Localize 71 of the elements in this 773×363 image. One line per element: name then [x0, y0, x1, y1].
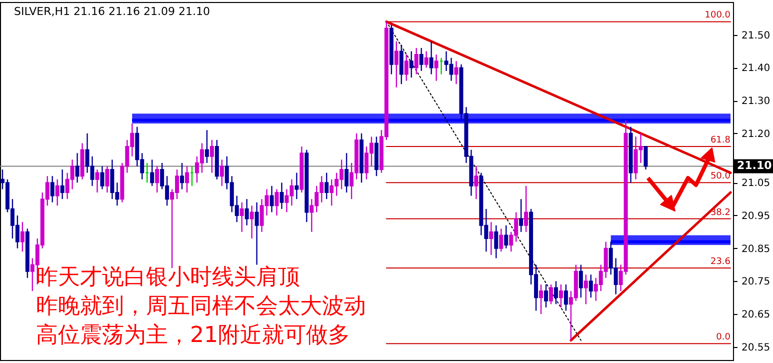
- series-label: 0.0: [716, 332, 731, 343]
- y-tick-label: 21.50: [742, 30, 770, 42]
- y-tick-label: 21.30: [742, 96, 770, 108]
- candlestick: [539, 284, 544, 315]
- candlestick: [434, 54, 438, 82]
- candlestick: [588, 274, 593, 298]
- candlestick: [519, 198, 524, 233]
- candlestick: [244, 198, 249, 226]
- y-tick-label: 21.40: [742, 63, 770, 74]
- candlestick: [254, 202, 259, 266]
- candlestick: [75, 152, 80, 184]
- candlestick: [60, 168, 64, 200]
- candlestick: [419, 47, 424, 72]
- y-tick-label: 20.65: [742, 310, 770, 321]
- series-label: 50.0: [710, 172, 731, 182]
- series-label: 23.6: [710, 257, 731, 268]
- candlestick: [544, 284, 548, 308]
- y-tick-label: 20.55: [742, 342, 770, 354]
- series-label: 61.8: [710, 136, 731, 146]
- candlestick: [105, 166, 110, 194]
- candlestick: [584, 274, 588, 305]
- y-tick-label: 21.20: [742, 128, 770, 140]
- candlestick: [210, 139, 214, 174]
- candlestick: [548, 284, 553, 305]
- series-label: 100.0: [704, 10, 731, 21]
- candlestick: [429, 40, 434, 75]
- candlestick: [404, 54, 408, 82]
- y-tick-label: 20.95: [742, 210, 770, 222]
- candlestick: [280, 182, 284, 210]
- candlestick: [494, 224, 498, 259]
- candlestick: [100, 166, 104, 190]
- ref-line-label: 21.10: [737, 159, 772, 172]
- candlestick: [155, 166, 160, 194]
- candlestick: [424, 50, 428, 68]
- candlestick: [294, 172, 299, 200]
- y-tick-label: 20.75: [742, 276, 770, 288]
- candlestick: [55, 178, 60, 206]
- y-tick-label: 21.05: [742, 178, 770, 190]
- candlestick: [578, 264, 583, 298]
- candlestick: [204, 129, 209, 164]
- candlestick: [240, 202, 244, 233]
- y-tick-label: 20.85: [742, 244, 770, 255]
- candlestick: [324, 172, 329, 200]
- candlestick: [394, 40, 398, 88]
- chart-title: SILVER,H1 21.16 21.16 21.09 21.10: [14, 5, 210, 18]
- candlestick: [20, 221, 24, 252]
- candlestick: [274, 188, 279, 216]
- candlestick: [409, 50, 414, 78]
- annotation: 高位震荡为主，21附近就可做多: [36, 323, 350, 348]
- candlestick: [558, 284, 563, 308]
- candlestick: [454, 60, 458, 85]
- candlestick: [474, 166, 478, 200]
- candlestick: [524, 185, 528, 233]
- candlestick: [504, 224, 508, 249]
- candlestick: [270, 185, 274, 213]
- candlestick: [95, 168, 100, 194]
- candlestick: [150, 159, 154, 187]
- candlestick: [250, 205, 254, 240]
- candlestick: [180, 162, 184, 190]
- annotation: 昨晚就到，周五同样不会太大波动: [36, 294, 366, 319]
- candlestick: [414, 47, 418, 75]
- candlestick: [50, 175, 54, 203]
- candlestick: [184, 166, 189, 194]
- candlestick: [644, 146, 648, 170]
- candlestick: [564, 284, 568, 312]
- candlestick: [220, 159, 224, 187]
- candlestick: [489, 221, 494, 256]
- candlestick: [399, 44, 404, 85]
- candlestick: [499, 228, 504, 252]
- candlestick: [344, 152, 349, 194]
- candlestick: [554, 280, 558, 305]
